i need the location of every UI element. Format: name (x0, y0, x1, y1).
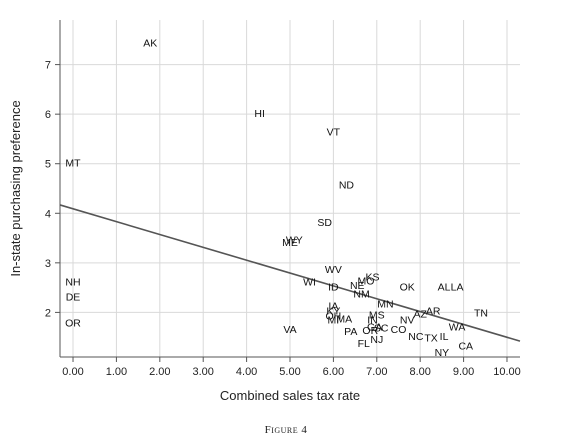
point-label-ky: KY (326, 305, 340, 317)
point-label-al: AL (438, 282, 451, 294)
x-tick-label: 2.00 (149, 366, 170, 378)
x-tick-label: 9.00 (453, 366, 474, 378)
point-label-tn: TN (474, 307, 488, 319)
point-label-ma: MA (336, 313, 352, 325)
x-tick-labels: 0.00 1.00 2.00 3.00 4.00 5.00 6.00 7.00 8.00 9.00… (62, 366, 520, 378)
y-tick-label: 5 (45, 159, 51, 171)
point-label-ga: GA (367, 321, 382, 333)
x-tick-label: 5.00 (279, 366, 300, 378)
y-tick-label: 4 (45, 208, 51, 220)
x-tick-label: 3.00 (192, 366, 213, 378)
point-label-de: DE (66, 292, 81, 304)
point-label-mt: MT (65, 158, 81, 170)
point-label-ne: NE (350, 280, 365, 292)
y-tick-label: 3 (45, 258, 51, 270)
point-label-nv: NV (400, 314, 415, 326)
point-label-tx: TX (424, 333, 437, 345)
point-label-or: OR (65, 317, 81, 329)
regression-line (59, 204, 521, 342)
x-tick-label: 7.00 (366, 366, 387, 378)
x-tick-label: 1.00 (106, 366, 127, 378)
point-label-mo: MO (357, 276, 374, 288)
y-axis-title: In-state purchasing preference (8, 100, 23, 276)
point-label-sc: SC (374, 322, 389, 334)
x-tick-label: 0.00 (62, 366, 83, 378)
point-label-nm: NM (353, 289, 369, 301)
grid-lines (60, 20, 520, 357)
point-label-az: AZ (413, 308, 427, 320)
point-label-ar: AR (426, 305, 441, 317)
point-label-in: IN (367, 314, 378, 326)
point-label-wi: WI (303, 277, 316, 289)
y-tick-labels: 2 3 4 5 6 7 (45, 60, 51, 320)
x-tick-label: 10.00 (493, 366, 521, 378)
point-label-hi: HI (254, 108, 265, 120)
y-tick-label: 6 (45, 109, 51, 121)
point-label-id: ID (328, 282, 339, 294)
point-label-ny: NY (435, 347, 450, 359)
point-label-mi: MI (328, 314, 340, 326)
point-label-ok: OK (400, 282, 415, 294)
point-label-il: IL (440, 331, 449, 343)
y-tick-label: 2 (45, 307, 51, 319)
point-label-wy: WY (286, 235, 303, 247)
point-label-ca: CA (458, 341, 473, 353)
point-label-va: VA (283, 324, 296, 336)
point-label-nh: NH (65, 277, 80, 289)
regression-line-path (59, 204, 521, 342)
point-label-oh: OH (326, 310, 342, 322)
point-label-fl: FL (358, 338, 370, 350)
point-label-ks: KS (365, 272, 379, 284)
point-label-nc: NC (408, 331, 424, 343)
y-tick-label: 7 (45, 60, 51, 72)
x-tick-label: 4.00 (236, 366, 257, 378)
point-label-ia: IA (328, 300, 338, 312)
point-label-me: ME (282, 237, 298, 249)
point-label-la: LA (451, 282, 464, 294)
point-label-nd: ND (339, 180, 355, 192)
point-label-pa: PA (344, 326, 357, 338)
figure-caption: Figure 4 (264, 424, 308, 436)
point-label-sd: SD (317, 217, 332, 229)
x-tick-label: 6.00 (323, 366, 344, 378)
point-label-co: CO (391, 324, 407, 336)
point-label-wv: WV (325, 264, 342, 276)
point-label-or: OR (362, 325, 378, 337)
x-axis-title: Combined sales tax rate (220, 388, 360, 403)
point-label-wa: WA (449, 321, 466, 333)
point-label-mn: MN (377, 298, 393, 310)
point-label-nj: NJ (370, 334, 383, 346)
point-label-ms: MS (369, 309, 385, 321)
axes (55, 20, 520, 362)
point-label-ak: AK (143, 37, 157, 49)
point-label-vt: VT (327, 127, 341, 139)
x-tick-label: 8.00 (409, 366, 430, 378)
